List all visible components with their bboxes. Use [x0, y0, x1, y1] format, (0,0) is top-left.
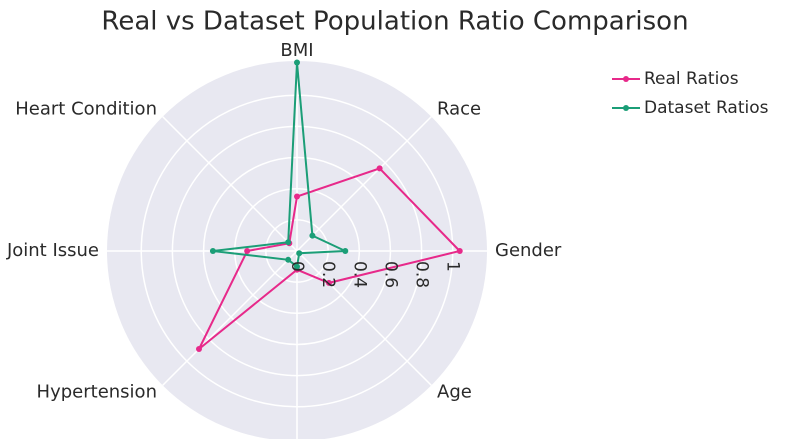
- series-point: [376, 165, 383, 172]
- series-point: [456, 248, 463, 254]
- angular-tick-label: Hypertension: [37, 381, 157, 402]
- radial-tick-label: 0.4: [349, 261, 369, 288]
- series-point: [342, 248, 349, 254]
- series-point: [244, 248, 251, 254]
- angular-grid-line: [296, 116, 432, 252]
- radial-tick-label: 1: [443, 261, 463, 272]
- series-point: [296, 250, 303, 257]
- radial-tick-label: 0: [287, 261, 307, 272]
- series-point: [294, 263, 300, 270]
- angular-tick-label: Race: [437, 99, 481, 120]
- legend-marker: [623, 105, 629, 111]
- series-point: [209, 248, 216, 254]
- series-point: [325, 279, 332, 286]
- radial-tick-label: 0.6: [380, 261, 400, 288]
- radial-tick-label: 0.8: [412, 261, 432, 288]
- series-point: [309, 232, 316, 239]
- angular-tick-label: BMI: [280, 40, 313, 61]
- legend-label: Real Ratios: [644, 69, 739, 89]
- angular-tick-label: Gender: [495, 240, 562, 261]
- series-point: [294, 193, 300, 200]
- angular-tick-label: Heart Condition: [15, 99, 157, 120]
- angular-grid-line: [162, 116, 298, 252]
- series-point: [195, 346, 202, 353]
- legend-marker: [623, 76, 629, 82]
- radial-tick-label: 0.2: [318, 261, 338, 288]
- angular-tick-label: Joint Issue: [6, 240, 99, 261]
- chart-title: Real vs Dataset Population Ratio Compari…: [101, 7, 688, 37]
- legend-label: Dataset Ratios: [644, 98, 769, 118]
- series-point: [285, 239, 292, 246]
- series-point: [285, 256, 292, 263]
- angular-grid-line: [296, 250, 432, 386]
- angular-grid-line: [162, 250, 298, 386]
- series-point: [294, 59, 300, 66]
- angular-tick-label: Age: [437, 381, 472, 402]
